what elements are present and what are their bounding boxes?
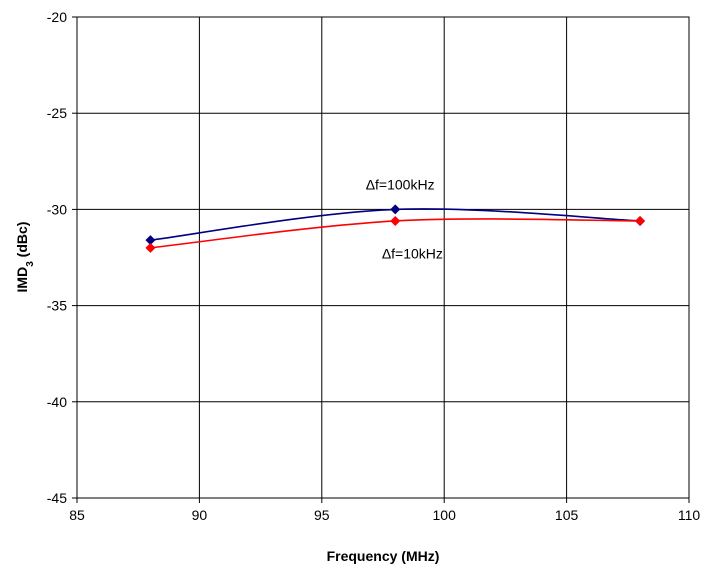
series-0-point-0 [145,235,156,246]
series-1-point-2 [635,215,646,226]
annotation-1: Δf=10kHz [382,246,443,262]
y-tick-label-0: -45 [47,490,67,506]
y-tick-label-2: -35 [47,298,67,314]
y-axis-title-main: IMD [14,267,30,293]
y-tick-label-5: -20 [47,9,67,25]
tick-labels: 85 90 95 100 105 110 -45 -40 -35 -30 -25 -20 [47,9,701,523]
annotations: Δf=100kHz Δf=10kHz [366,176,443,261]
x-tick-label-1: 90 [192,507,208,523]
series-lines [145,204,646,253]
y-tick-label-3: -30 [47,201,67,217]
x-tick-label-3: 100 [433,507,457,523]
plot-frame [76,16,690,499]
x-tick-label-2: 95 [314,507,330,523]
series-1-point-0 [145,242,156,253]
series-0-point-1 [390,204,401,215]
y-axis-title: IMD3 (dBc) [14,222,36,293]
x-tick-label-5: 110 [678,507,701,523]
y-axis-title-sub: 3 [25,261,36,267]
y-tick-label-4: -25 [47,105,67,121]
series-1-point-1 [390,215,401,226]
y-axis-title-rest: (dBc) [14,222,30,262]
x-tick-label-0: 85 [69,507,85,523]
x-tick-label-4: 105 [555,507,579,523]
annotation-0: Δf=100kHz [366,176,435,192]
y-tick-label-1: -40 [47,394,67,410]
plot-background [77,17,689,498]
x-axis-title: Frequency (MHz) [327,548,440,564]
